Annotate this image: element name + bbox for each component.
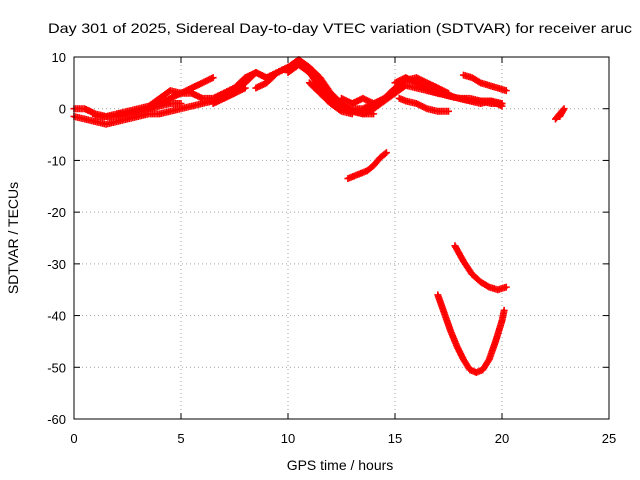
- data-point: [500, 306, 508, 314]
- series-arc-14: [423, 87, 506, 108]
- data-point: [209, 74, 217, 82]
- data-point: [381, 150, 389, 158]
- y-tick-label: -50: [47, 360, 66, 375]
- y-tick-label: 10: [52, 50, 66, 65]
- x-tick-label: 25: [602, 431, 616, 446]
- data-points: [70, 56, 568, 376]
- x-tick-label: 5: [177, 431, 184, 446]
- series-arc-18: [434, 291, 508, 376]
- series-arc-11: [338, 94, 388, 108]
- data-point: [556, 112, 564, 120]
- y-tick-label: -60: [47, 412, 66, 427]
- y-tick-label: -20: [47, 205, 66, 220]
- x-tick-label: 10: [281, 431, 295, 446]
- y-axis-label: SDTVAR / TECUs: [5, 182, 21, 294]
- x-tick-label: 20: [495, 431, 509, 446]
- chart-title: Day 301 of 2025, Sidereal Day-to-day VTE…: [48, 20, 632, 36]
- tick-labels: 0 5 10 15 20 25 10 0 -10 -20 -30 -40 -50 -60: [47, 50, 616, 446]
- y-tick-label: -40: [47, 309, 66, 324]
- data-point: [498, 100, 506, 108]
- y-tick-label: 0: [59, 102, 66, 117]
- plot-frame: [73, 56, 610, 420]
- data-point: [445, 107, 452, 115]
- y-tick-label: -30: [47, 257, 66, 272]
- data-point: [380, 94, 388, 102]
- x-axis-label: GPS time / hours: [287, 457, 394, 473]
- series-arc-15: [459, 71, 510, 95]
- gridlines: [74, 57, 609, 419]
- data-point: [502, 87, 510, 95]
- data-point: [484, 282, 492, 290]
- series-arc-13: [395, 94, 452, 115]
- series-arc-16: [344, 149, 390, 183]
- x-tick-label: 0: [70, 431, 77, 446]
- y-tick-label: -10: [47, 153, 66, 168]
- series-arc-19: [552, 105, 568, 123]
- data-point: [502, 283, 510, 291]
- x-tick-label: 15: [388, 431, 402, 446]
- data-point: [475, 78, 483, 86]
- data-point: [382, 149, 390, 157]
- series-arc-17: [451, 242, 510, 294]
- data-point: [177, 100, 185, 108]
